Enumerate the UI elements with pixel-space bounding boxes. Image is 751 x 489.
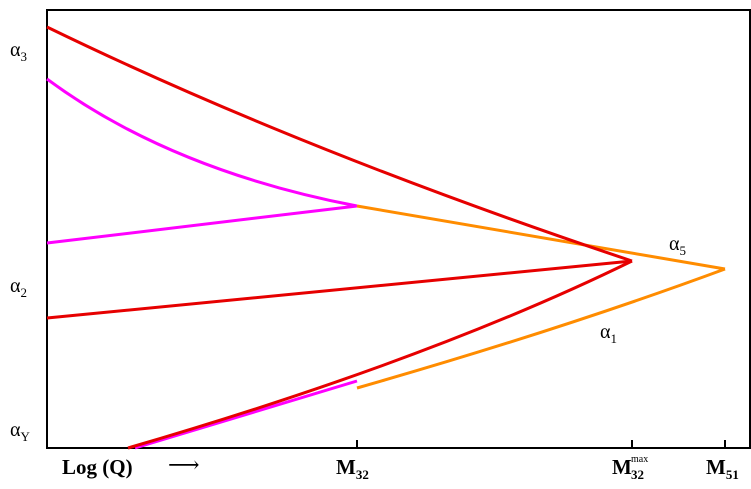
red-upper-curve [46,25,633,263]
magenta-lower-curve [134,379,358,450]
orange-upper-line [356,204,726,271]
magenta-upper-curve [46,77,358,208]
red-middle-line [46,259,633,320]
orange-lower-curve [356,267,726,390]
label-alpha2: α2 [10,275,27,300]
label-alpha5: α5 [669,233,686,258]
plot-frame [46,9,751,449]
label-alpha1: α1 [600,321,617,346]
label-m32max-sup: max [631,454,648,465]
label-m51: M51 [706,455,739,482]
label-alpha3: α3 [10,39,27,64]
xaxis-title: Log (Q) [62,455,133,479]
xaxis-arrow: ⟶ [168,452,200,477]
red-lower-curve [127,259,633,450]
label-m32max: M [612,455,632,479]
label-m32: M32 [336,455,369,482]
magenta-middle-line [46,204,358,245]
label-m32max-sub: 32 [631,467,644,482]
label-alphaY: αY [10,419,30,444]
